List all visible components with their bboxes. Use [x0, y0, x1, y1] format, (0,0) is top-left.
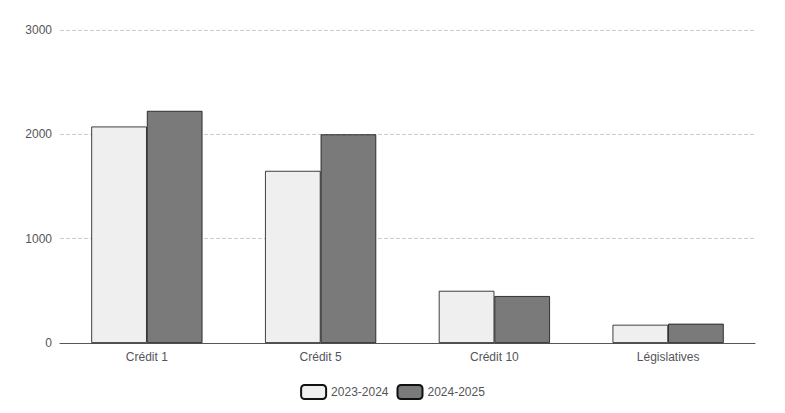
svg-text:2000: 2000	[25, 127, 52, 141]
svg-text:2023-2024: 2023-2024	[331, 385, 389, 399]
svg-text:Crédit 1: Crédit 1	[126, 350, 168, 364]
svg-text:0: 0	[45, 336, 52, 350]
svg-text:Législatives: Législatives	[637, 350, 700, 364]
svg-text:1000: 1000	[25, 232, 52, 246]
svg-text:Crédit 5: Crédit 5	[300, 350, 342, 364]
svg-text:2024-2025: 2024-2025	[428, 385, 486, 399]
svg-text:Crédit 10: Crédit 10	[470, 350, 519, 364]
svg-text:3000: 3000	[25, 23, 52, 37]
